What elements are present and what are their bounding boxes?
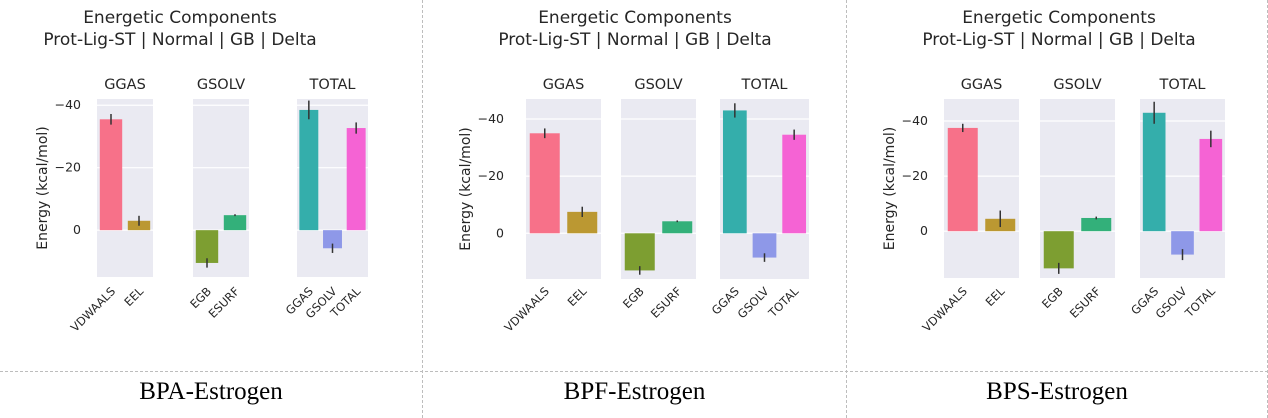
y-axis-label: Energy (kcal/mol) [458, 127, 474, 250]
facet-title: GSOLV [197, 77, 245, 93]
bar-esurf [662, 221, 693, 234]
x-tick-label: VDWAALS [502, 284, 552, 334]
y-tick-label: −20 [902, 168, 928, 183]
bar-gsolv [752, 233, 777, 258]
facet-title: TOTAL [1159, 77, 1206, 93]
x-tick-label: TOTAL [1182, 284, 1219, 321]
y-tick-label: 0 [920, 223, 928, 238]
facet-title: TOTAL [309, 77, 356, 93]
bar-ggas [299, 109, 319, 231]
bar-ggas [1142, 112, 1166, 232]
x-tick-label: EGB [1039, 284, 1066, 311]
x-tick-label: ESURF [206, 284, 242, 320]
y-tick-label: −40 [55, 97, 81, 112]
y-axis-label: Energy (kcal/mol) [35, 126, 51, 249]
y-tick-label: −20 [478, 168, 504, 183]
x-tick-label: EGB [620, 284, 647, 311]
x-tick-label: VDWAALS [68, 284, 118, 334]
bar-gsolv [1171, 231, 1194, 255]
y-tick-label: −40 [478, 111, 504, 126]
x-tick-label: EEL [983, 284, 1008, 309]
y-tick-label: −20 [55, 160, 81, 175]
x-tick-label: GSOLV [735, 284, 772, 321]
x-tick-label: TOTAL [765, 284, 802, 321]
y-tick-label: 0 [73, 222, 81, 237]
y-tick-label: 0 [496, 225, 504, 240]
bar-ggas [722, 110, 747, 234]
chart-title: Energetic Components [83, 8, 277, 28]
y-axis-label: Energy (kcal/mol) [882, 127, 898, 250]
chart-panel-bps: Energetic Components Prot-Lig-ST | Normal… [847, 0, 1268, 418]
bar-total [782, 134, 807, 234]
facet-title: GGAS [543, 77, 585, 93]
chart-title: Energetic Components [962, 8, 1156, 28]
y-tick-label: −40 [902, 113, 928, 128]
bar-total [1199, 138, 1223, 232]
chart-subtitle: Prot-Lig-ST | Normal | GB | Delta [43, 30, 316, 50]
x-tick-label: ESURF [648, 284, 684, 320]
bar-esurf [223, 215, 247, 231]
bar-egb [195, 230, 219, 263]
bar-vdwaals [529, 133, 560, 234]
caption: BPA-Estrogen [139, 378, 283, 405]
caption: BPF-Estrogen [563, 378, 706, 405]
x-tick-label: VDWAALS [920, 284, 970, 334]
chart-panel-bpa: Energetic Components Prot-Lig-ST | Normal… [0, 0, 423, 418]
facet-title: GGAS [104, 77, 146, 93]
x-tick-label: ESURF [1067, 284, 1103, 320]
chart-subtitle: Prot-Lig-ST | Normal | GB | Delta [498, 30, 771, 50]
chart-panel-bpf: Energetic Components Prot-Lig-ST | Normal… [423, 0, 847, 418]
bar-gsolv [323, 230, 342, 249]
bar-vdwaals [99, 119, 123, 231]
facet-title: GSOLV [634, 77, 682, 93]
bar-egb [1043, 231, 1074, 269]
x-tick-label: EEL [121, 284, 146, 309]
facet-title: GGAS [961, 77, 1003, 93]
facet-title: GSOLV [1053, 77, 1101, 93]
caption: BPS-Estrogen [986, 378, 1128, 405]
bar-vdwaals [947, 127, 978, 232]
bar-esurf [1081, 217, 1112, 232]
x-tick-label: EEL [565, 284, 590, 309]
bar-eel [567, 211, 598, 234]
facet-title: TOTAL [741, 77, 788, 93]
bar-egb [624, 233, 655, 271]
caption-divider [0, 371, 1268, 372]
chart-title: Energetic Components [538, 8, 732, 28]
x-tick-label: GSOLV [1153, 284, 1190, 321]
chart-subtitle: Prot-Lig-ST | Normal | GB | Delta [922, 30, 1195, 50]
bar-total [346, 128, 366, 231]
